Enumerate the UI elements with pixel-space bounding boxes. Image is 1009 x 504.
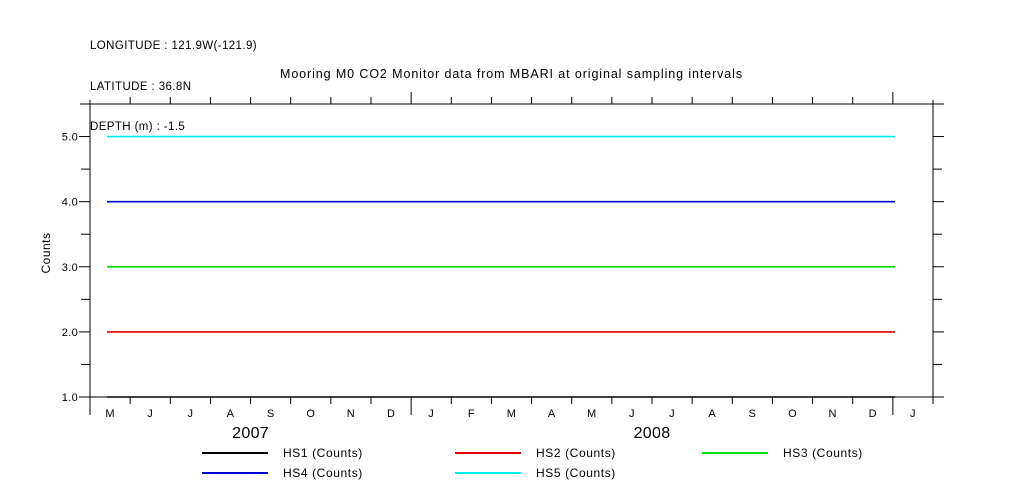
legend-item-hs1: HS1 (Counts) [202, 446, 363, 460]
legend-label-hs3: HS3 (Counts) [783, 446, 863, 460]
legend-item-hs3: HS3 (Counts) [702, 446, 863, 460]
legend-swatch-hs5 [455, 472, 521, 474]
month-label: J [428, 408, 434, 420]
legend-swatch-hs4 [202, 472, 268, 474]
month-label: M [507, 408, 516, 420]
latitude-text: LATITUDE : 36.8N [90, 80, 192, 93]
month-label: S [749, 408, 757, 420]
y-tick-label: 4.0 [62, 197, 78, 209]
legend-label-hs5: HS5 (Counts) [536, 466, 616, 480]
chart-title: Mooring M0 CO2 Monitor data from MBARI a… [280, 67, 743, 81]
month-label: O [788, 408, 797, 420]
depth-text: DEPTH (m) : -1.5 [90, 121, 186, 133]
month-label: J [187, 408, 193, 420]
y-tick-label: 3.0 [62, 262, 78, 274]
y-tick-label: 2.0 [62, 327, 78, 339]
legend-item-hs4: HS4 (Counts) [202, 466, 363, 480]
month-label: F [468, 408, 475, 420]
legend-swatch-hs2 [455, 452, 521, 454]
legend-item-hs2: HS2 (Counts) [455, 446, 616, 460]
month-label: J [629, 408, 635, 420]
year-label: 2007 [232, 425, 269, 442]
year-label: 2008 [634, 425, 671, 442]
month-label: N [829, 408, 837, 420]
legend-label-hs1: HS1 (Counts) [283, 446, 363, 460]
month-label: S [267, 408, 275, 420]
legend-item-hs5: HS5 (Counts) [455, 466, 616, 480]
legend-swatch-hs1 [202, 452, 268, 454]
longitude-text: LONGITUDE : 121.9W(-121.9) [90, 40, 257, 52]
month-label: J [147, 408, 153, 420]
month-label: J [910, 408, 916, 420]
legend-label-hs2: HS2 (Counts) [536, 446, 616, 460]
month-label: O [306, 408, 315, 420]
month-label: M [587, 408, 596, 420]
y-tick-label: 5.0 [62, 132, 78, 144]
month-label: D [869, 408, 877, 420]
month-label: M [105, 408, 114, 420]
month-label: A [708, 408, 716, 420]
month-label: J [669, 408, 675, 420]
month-label: A [227, 408, 235, 420]
month-label: D [387, 408, 395, 420]
month-label: N [347, 408, 355, 420]
legend-label-hs4: HS4 (Counts) [283, 466, 363, 480]
month-label: A [548, 408, 556, 420]
y-tick-label: 1.0 [62, 392, 78, 404]
header-info: LONGITUDE : 121.9W(-121.9) LATITUDE : 36… [90, 13, 257, 162]
legend-swatch-hs3 [702, 452, 768, 454]
